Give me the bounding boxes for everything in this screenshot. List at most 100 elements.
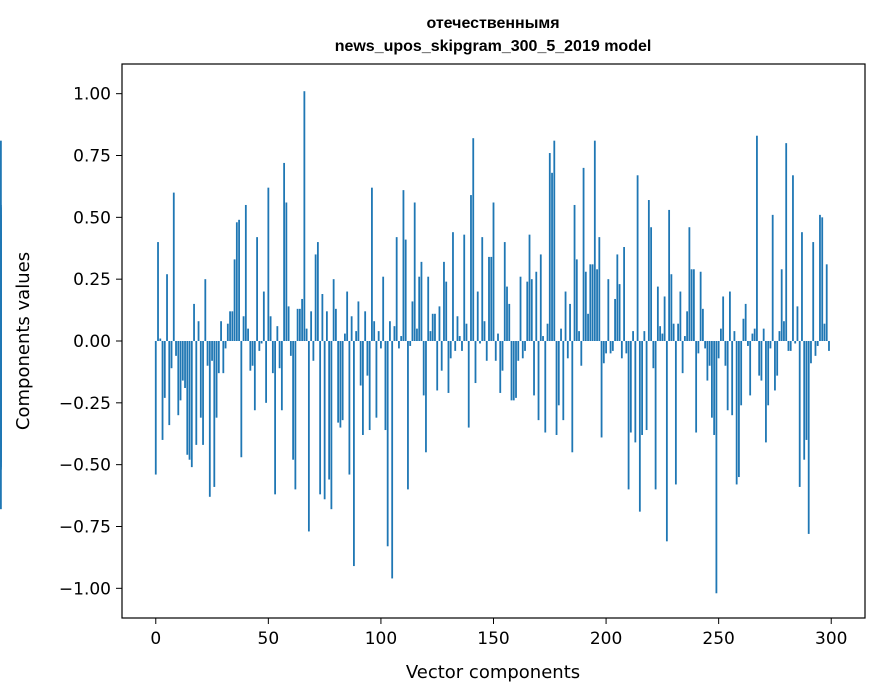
bar [569, 303, 571, 341]
bar [560, 328, 562, 341]
bar [765, 341, 767, 443]
y-tick-label: 0.25 [73, 270, 111, 290]
bar [544, 341, 547, 433]
bar [325, 311, 328, 341]
bar [330, 341, 333, 510]
bar [796, 306, 799, 342]
bar [280, 341, 283, 411]
bar [159, 338, 162, 341]
bar [224, 341, 227, 349]
bar [215, 341, 218, 418]
bar [204, 279, 207, 341]
bar [195, 341, 198, 445]
bar [582, 167, 585, 342]
bar [499, 341, 502, 393]
bar [274, 341, 276, 495]
bar [575, 259, 578, 341]
bar [312, 341, 315, 361]
bar [276, 326, 279, 341]
bar [197, 321, 200, 341]
bar [598, 237, 601, 342]
bar [179, 341, 182, 401]
bar [526, 281, 529, 341]
bar [711, 341, 713, 418]
chart-title: отечественнымя [426, 15, 559, 32]
bar [253, 341, 256, 411]
bar [733, 331, 736, 341]
bar [683, 336, 686, 341]
bar [548, 153, 551, 341]
bar [647, 200, 650, 341]
bar [668, 209, 671, 341]
bar [262, 291, 265, 341]
bar [555, 341, 558, 435]
bar [177, 341, 180, 416]
bar [211, 341, 213, 361]
x-axis-ticks: 0 50 100 150 200 250 300 [150, 618, 847, 649]
chart-subtitle: news_upos_skipgram_300_5_2019 model [335, 38, 652, 55]
bar [506, 286, 508, 341]
bar [623, 247, 625, 341]
bar [226, 323, 229, 341]
bar [332, 279, 335, 341]
bar [593, 140, 596, 341]
bar [663, 296, 666, 341]
bar [580, 341, 583, 366]
bar [440, 341, 443, 371]
bar [251, 341, 254, 366]
bar [760, 341, 763, 381]
bar [206, 341, 209, 366]
bar [472, 138, 475, 341]
bar [600, 341, 603, 438]
bar [402, 190, 405, 341]
bar [461, 341, 463, 351]
bar [398, 341, 400, 349]
y-axis-label: Components values [13, 252, 34, 430]
bar [278, 341, 281, 369]
bar [699, 271, 702, 341]
bar [213, 341, 216, 487]
bar [393, 326, 396, 341]
bar [751, 333, 754, 341]
bar [307, 341, 310, 532]
y-tick-label: −0.25 [59, 394, 111, 414]
bar [443, 261, 445, 341]
bar [632, 331, 634, 341]
bar [438, 306, 441, 342]
bar [677, 323, 680, 341]
bar [285, 202, 288, 341]
bar [265, 341, 267, 403]
bar [519, 276, 522, 341]
bar [823, 323, 826, 341]
bar [447, 341, 450, 393]
bar [542, 336, 544, 341]
bar [695, 341, 698, 433]
bar [762, 328, 765, 341]
bar [803, 341, 806, 460]
bar [344, 333, 346, 341]
bar [564, 291, 567, 341]
bar [726, 341, 729, 411]
bar [787, 341, 790, 351]
y-tick-label: −0.75 [59, 517, 111, 537]
bar [566, 341, 569, 359]
bar [287, 306, 290, 342]
bar [814, 341, 817, 356]
bar [825, 264, 828, 341]
bar [735, 341, 738, 485]
bar [801, 232, 803, 341]
bar [409, 341, 412, 346]
bar [571, 341, 574, 453]
bar [350, 316, 353, 341]
bar [738, 341, 740, 478]
bar [821, 217, 824, 341]
bar [346, 291, 349, 341]
bar [249, 341, 252, 371]
bar [672, 323, 675, 341]
bar [688, 227, 691, 341]
bar [602, 341, 605, 364]
bar [222, 341, 225, 374]
bar [515, 341, 517, 398]
bar [706, 341, 709, 381]
